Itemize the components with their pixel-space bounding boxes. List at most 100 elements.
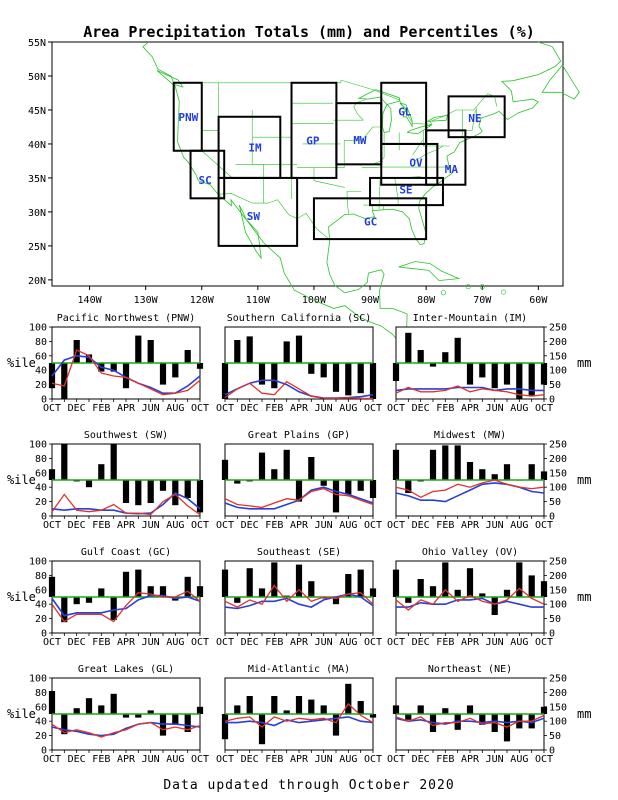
state-border — [461, 109, 476, 138]
percentile-bar — [345, 363, 352, 396]
x-tick-label: OCT — [535, 754, 553, 765]
panel-title: Inter-Mountain (IM) — [413, 313, 527, 324]
x-tick-label: DEC — [68, 403, 86, 414]
panel-chart: Great Plains (GP) OCT DEC FEB APR JUN AUG OCT — [216, 430, 382, 531]
percentile-bar — [308, 581, 315, 597]
x-tick-label: AUG — [166, 520, 184, 531]
percentile-bar — [61, 444, 68, 480]
percentile-bar — [405, 714, 412, 720]
percentile-bar — [417, 350, 424, 363]
x-tick-label: OCT — [191, 754, 209, 765]
percentile-bar — [442, 562, 449, 597]
x-tick-label: DEC — [68, 754, 86, 765]
percentile-bar — [196, 363, 204, 369]
coastline — [399, 102, 413, 128]
coastline — [142, 41, 176, 88]
state-border — [378, 177, 381, 210]
x-tick-label: APR — [461, 754, 480, 765]
percentile-bar — [110, 597, 117, 620]
region-label-gc: GC — [364, 215, 377, 228]
percentile-bar — [540, 706, 548, 714]
x-tick-label: OCT — [535, 637, 553, 648]
percentile-bar — [491, 597, 498, 615]
percentile-bar — [369, 480, 377, 498]
y-tick-label: 100 — [29, 674, 47, 685]
percentile-bar — [295, 696, 303, 714]
observed-precip-line — [51, 493, 201, 516]
x-tick-label: FEB — [92, 403, 110, 414]
panel-title: Southern California (SC) — [227, 313, 372, 324]
state-border — [372, 132, 385, 165]
percentile-bar — [491, 363, 498, 389]
panel-title: Great Lakes (GL) — [78, 664, 174, 675]
y-tick-label: 40 — [35, 717, 47, 728]
x-tick-label: JUN — [142, 637, 160, 648]
percentile-bar — [135, 714, 142, 718]
y2-tick-label: 50 — [549, 731, 561, 742]
coastline — [541, 64, 580, 100]
percentile-bar — [172, 363, 179, 378]
x-tick-label: OCT — [535, 520, 553, 531]
percentile-bar — [442, 445, 449, 480]
region-label-se: SE — [399, 183, 412, 196]
x-tick-label: OCT — [364, 637, 382, 648]
island — [441, 290, 447, 296]
y-tick-label: 60 — [35, 351, 47, 362]
y-axis-label-percentile: %ile — [7, 473, 36, 487]
x-tick-label: OCT — [216, 403, 234, 414]
x-tick-label: JUN — [315, 754, 333, 765]
percentile-bar — [271, 562, 278, 597]
percentile-bar — [234, 597, 241, 603]
x-tick-label: FEB — [436, 754, 454, 765]
y2-tick-label: 200 — [549, 337, 567, 348]
percentile-bar — [110, 693, 117, 714]
percentile-bar — [258, 714, 266, 745]
y2-tick-label: 200 — [549, 571, 567, 582]
percentile-bar — [48, 691, 56, 714]
y2-tick-label: 150 — [549, 585, 567, 596]
x-tick-label: JUN — [315, 637, 333, 648]
region-label-gp: GP — [306, 135, 320, 148]
panel-title: Northeast (NE) — [428, 664, 512, 675]
percentile-bar — [503, 464, 511, 480]
percentile-bar — [528, 363, 535, 396]
y-axis-label-percentile: %ile — [7, 356, 36, 370]
percentile-bar — [73, 480, 80, 482]
panel-chart: Southern California (SC) OCT DEC FEB APR JUN A… — [216, 313, 382, 414]
percentile-bar — [357, 480, 364, 491]
region-box-pnw — [172, 81, 203, 152]
state-border — [423, 130, 450, 147]
panel-chart: Southeast (SE) OCT DEC FEB APR JUN AUG OCT — [216, 547, 382, 648]
percentile-bar — [73, 708, 80, 714]
region-label-sc: SC — [199, 174, 212, 187]
percentile-bar — [283, 710, 290, 714]
y2-tick-label: 250 — [549, 557, 567, 568]
x-tick-label: OCT — [364, 520, 382, 531]
lon-tick-label: 90W — [361, 295, 380, 306]
percentile-bar — [454, 589, 461, 597]
percentile-bar — [417, 705, 424, 714]
lat-tick-label: 20N — [28, 276, 46, 287]
x-tick-label: JUN — [315, 403, 333, 414]
percentile-bar — [479, 363, 486, 378]
percentile-bar — [98, 464, 105, 480]
x-tick-label: FEB — [436, 637, 454, 648]
percentile-bar — [503, 714, 511, 742]
percentile-bar — [405, 332, 412, 363]
panel-title: Mid-Atlantic (MA) — [248, 664, 350, 675]
x-tick-label: FEB — [92, 520, 110, 531]
x-tick-label: AUG — [339, 754, 357, 765]
y-tick-label: 80 — [35, 337, 47, 348]
percentile-bar — [357, 569, 364, 597]
x-tick-label: OCT — [387, 403, 405, 414]
y-tick-label: 80 — [35, 688, 47, 699]
y-axis-label-percentile: %ile — [7, 707, 36, 721]
panel-title: Great Plains (GP) — [248, 430, 350, 441]
panel-title: Midwest (MW) — [434, 430, 506, 441]
y2-axis-label-mm: mm — [577, 590, 591, 604]
percentile-bar — [540, 363, 548, 385]
x-tick-label: OCT — [191, 520, 209, 531]
observed-precip-line — [224, 487, 374, 509]
lat-tick-label: 55N — [28, 38, 46, 49]
percentile-bar — [466, 363, 474, 385]
